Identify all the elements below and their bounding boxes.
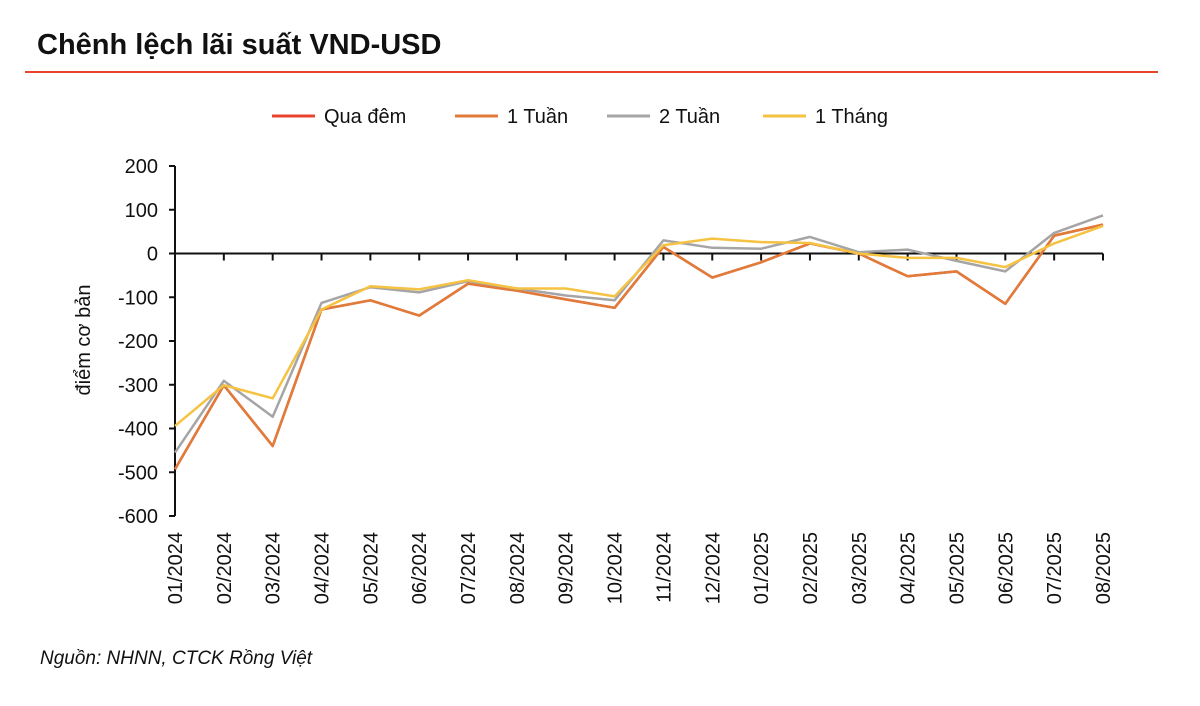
y-tick-label: 200 (125, 156, 158, 178)
x-tick-label: 03/2024 (263, 532, 285, 604)
y-tick-label: -600 (118, 506, 158, 528)
x-tick-label: 11/2024 (653, 532, 675, 603)
x-tick-label: 03/2025 (849, 532, 871, 604)
chart-title: Chênh lệch lãi suất VND-USD (37, 29, 441, 61)
x-tick-label: 12/2024 (702, 532, 724, 604)
legend-label: 1 Tuần (507, 106, 568, 128)
y-tick-label: 100 (125, 200, 158, 222)
x-tick-label: 07/2025 (1044, 532, 1066, 604)
y-tick-label: 0 (147, 244, 158, 266)
x-tick-label: 09/2024 (556, 532, 578, 604)
x-tick-label: 01/2025 (751, 532, 773, 604)
x-tick-label: 02/2024 (214, 532, 236, 604)
source-note: Nguồn: NHNN, CTCK Rồng Việt (40, 648, 313, 669)
y-tick-label: -300 (118, 375, 158, 397)
x-tick-label: 05/2024 (360, 532, 382, 604)
x-tick-label: 04/2024 (312, 532, 334, 604)
x-tick-label: 07/2024 (458, 532, 480, 604)
x-tick-label: 08/2024 (507, 532, 529, 604)
x-tick-label: 06/2025 (995, 532, 1017, 604)
x-tick-label: 06/2024 (409, 532, 431, 604)
legend-label: 1 Tháng (815, 106, 888, 128)
series-line-3 (174, 224, 1104, 427)
x-tick-label: 05/2025 (946, 532, 968, 604)
series-line-1 (173, 223, 1104, 470)
y-tick-label: -100 (118, 287, 158, 309)
legend-label: 2 Tuần (659, 106, 720, 128)
y-tick-label: -400 (118, 419, 158, 441)
y-tick-label: -500 (118, 462, 158, 484)
x-tick-label: 08/2025 (1093, 532, 1115, 604)
y-tick-label: -200 (118, 331, 158, 353)
x-tick-label: 01/2024 (165, 532, 187, 604)
x-tick-label: 04/2025 (898, 532, 920, 604)
series-line-2 (173, 214, 1104, 454)
plot-area: 200 100 0 -100 -200 -300 -400 -500 -600 01/2024 02… (118, 156, 1115, 604)
x-tick-label: 02/2025 (800, 532, 822, 604)
x-tick-label: 10/2024 (605, 532, 627, 604)
y-axis-label: điểm cơ bản (73, 285, 95, 396)
legend: Qua đêm 1 Tuần 2 Tuần 1 Tháng (272, 106, 888, 128)
legend-label: Qua đêm (324, 106, 406, 128)
